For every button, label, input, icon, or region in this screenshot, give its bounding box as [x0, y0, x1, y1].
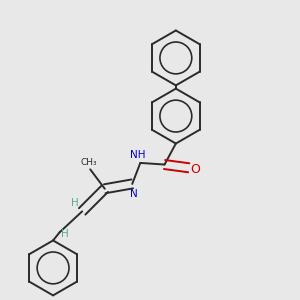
- Text: NH: NH: [130, 150, 146, 160]
- Text: O: O: [190, 163, 200, 176]
- Text: H: H: [71, 198, 79, 208]
- Text: H: H: [61, 229, 69, 239]
- Text: CH₃: CH₃: [80, 158, 97, 167]
- Text: N: N: [130, 189, 138, 199]
